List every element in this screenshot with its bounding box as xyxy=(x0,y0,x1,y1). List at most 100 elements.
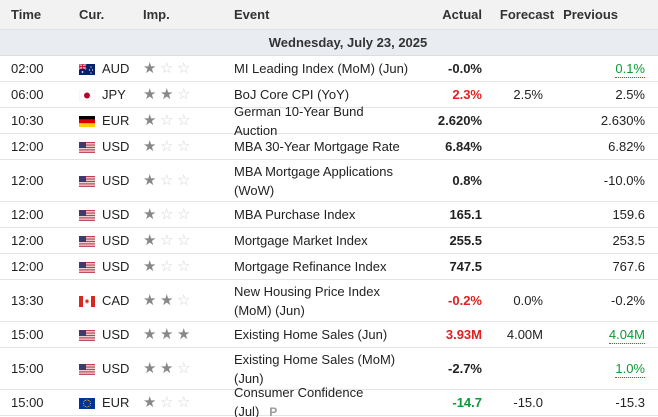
row-previous: 2.630% xyxy=(563,113,658,128)
row-event[interactable]: Consumer Confidence (Jul) P xyxy=(219,383,409,417)
header-actual[interactable]: Actual xyxy=(442,7,482,22)
row-event[interactable]: MBA 30-Year Mortgage Rate xyxy=(219,137,409,156)
row-event[interactable]: Mortgage Market Index xyxy=(219,231,409,250)
table-row[interactable]: 15:00 USD ★ ★ ☆ Existing Home Sales (MoM) … xyxy=(0,348,658,390)
row-previous: -0.2% xyxy=(563,293,658,308)
row-event[interactable]: MI Leading Index (MoM) (Jun) xyxy=(219,59,409,78)
table-row[interactable]: 12:00 USD ★ ☆ ☆ MBA 30-Year Mortgage Rate … xyxy=(0,134,658,160)
importance-stars: ★ ☆ ☆ xyxy=(132,173,219,188)
table-row[interactable]: 12:00 USD ★ ☆ ☆ Mortgage Market Index 255.… xyxy=(0,228,658,254)
star-icon: ★ xyxy=(143,232,157,249)
table-row[interactable]: 12:00 USD ★ ☆ ☆ Mortgage Refinance Index 7… xyxy=(0,254,658,280)
row-currency: USD xyxy=(68,207,132,222)
us-flag-icon xyxy=(79,363,95,375)
event-name[interactable]: Mortgage Market Index xyxy=(234,233,368,248)
row-time: 12:00 xyxy=(11,259,44,274)
table-row[interactable]: 13:30 CAD ★ ★ ☆ New Housing Price Index (M… xyxy=(0,280,658,322)
row-time: 12:00 xyxy=(11,173,44,188)
row-previous: -10.0% xyxy=(563,173,658,188)
previous-value: 4.04M xyxy=(608,327,645,344)
row-previous: 4.04M xyxy=(563,327,658,344)
row-event[interactable]: Mortgage Refinance Index xyxy=(219,257,409,276)
row-actual: 747.5 xyxy=(449,259,482,274)
event-name[interactable]: MBA 30-Year Mortgage Rate xyxy=(234,139,400,154)
importance-stars: ★ ☆ ☆ xyxy=(132,139,219,154)
previous-value: 1.0% xyxy=(615,361,645,378)
star-icon: ★ xyxy=(143,112,157,129)
table-row[interactable]: 15:00 USD ★ ★ ★ Existing Home Sales (Jun) … xyxy=(0,322,658,348)
table-row[interactable]: 12:00 USD ★ ☆ ☆ MBA Purchase Index 165.1 1… xyxy=(0,202,658,228)
event-name[interactable]: Mortgage Refinance Index xyxy=(234,259,387,274)
row-actual: 3.93M xyxy=(445,327,482,342)
row-previous: 1.0% xyxy=(563,361,658,378)
table-row[interactable]: 02:00 AUD ★ ☆ ☆ MI Leading Index (MoM) (Ju… xyxy=(0,56,658,82)
event-name[interactable]: Existing Home Sales (Jun) xyxy=(234,327,388,342)
star-icon: ☆ xyxy=(160,232,174,249)
importance-stars: ★ ☆ ☆ xyxy=(132,113,219,128)
importance-stars: ★ ☆ ☆ xyxy=(132,259,219,274)
header-forecast[interactable]: Forecast xyxy=(499,7,555,22)
event-name[interactable]: German 10-Year Bund Auction xyxy=(234,103,364,138)
header-importance[interactable]: Imp. xyxy=(143,7,170,22)
row-currency: USD xyxy=(68,327,132,342)
us-flag-icon xyxy=(79,141,95,153)
star-icon: ☆ xyxy=(177,86,191,103)
star-icon: ☆ xyxy=(160,258,174,275)
row-currency: EUR xyxy=(68,395,132,410)
event-name[interactable]: MBA Mortgage Applications (WoW) xyxy=(234,163,393,198)
event-name[interactable]: BoJ Core CPI (YoY) xyxy=(234,87,350,102)
table-row[interactable]: 06:00 JPY ★ ★ ☆ BoJ Core CPI (YoY) 2.3% 2.… xyxy=(0,82,658,108)
importance-stars: ★ ☆ ☆ xyxy=(132,395,219,410)
previous-value: 253.5 xyxy=(612,233,645,248)
row-actual: 165.1 xyxy=(449,207,482,222)
star-icon: ★ xyxy=(143,394,157,411)
row-actual: 2.3% xyxy=(452,87,482,102)
row-event[interactable]: Existing Home Sales (MoM) (Jun) xyxy=(219,350,409,388)
event-name[interactable]: MBA Purchase Index xyxy=(234,207,356,222)
row-actual: 255.5 xyxy=(449,233,482,248)
header-time[interactable]: Time xyxy=(11,7,42,22)
star-icon: ★ xyxy=(177,326,191,343)
star-icon: ★ xyxy=(143,292,157,309)
star-icon: ★ xyxy=(143,258,157,275)
star-icon: ☆ xyxy=(177,60,191,77)
row-time: 15:00 xyxy=(11,395,44,410)
importance-stars: ★ ☆ ☆ xyxy=(132,207,219,222)
event-name[interactable]: Consumer Confidence (Jul) xyxy=(234,385,364,417)
importance-stars: ★ ☆ ☆ xyxy=(132,233,219,248)
row-event[interactable]: New Housing Price Index (MoM) (Jun) xyxy=(219,282,409,320)
table-row[interactable]: 15:00 EUR ★ ☆ ☆ Consumer Confidence (Jul) P… xyxy=(0,385,658,417)
row-time: 12:00 xyxy=(11,233,44,248)
row-event[interactable]: BoJ Core CPI (YoY) xyxy=(219,85,409,104)
row-event[interactable]: German 10-Year Bund Auction xyxy=(219,102,409,140)
header-previous[interactable]: Previous xyxy=(563,7,618,22)
row-forecast: -15.0 xyxy=(513,395,543,410)
de-flag-icon xyxy=(79,115,95,127)
header-currency[interactable]: Cur. xyxy=(79,7,105,22)
importance-stars: ★ ★ ★ xyxy=(132,327,219,342)
row-currency: USD xyxy=(68,173,132,188)
previous-value: -15.3 xyxy=(615,395,645,410)
row-event[interactable]: Existing Home Sales (Jun) xyxy=(219,325,409,344)
table-row[interactable]: 10:30 EUR ★ ☆ ☆ German 10-Year Bund Auctio… xyxy=(0,104,658,138)
star-icon: ★ xyxy=(143,86,157,103)
star-icon: ★ xyxy=(143,60,157,77)
currency-code: EUR xyxy=(102,395,130,410)
star-icon: ☆ xyxy=(177,138,191,155)
row-event[interactable]: MBA Mortgage Applications (WoW) xyxy=(219,162,409,200)
row-event[interactable]: MBA Purchase Index xyxy=(219,205,409,224)
event-name[interactable]: MI Leading Index (MoM) (Jun) xyxy=(234,61,409,76)
row-actual: -14.7 xyxy=(452,395,482,410)
row-time: 15:00 xyxy=(11,327,44,342)
event-name[interactable]: Existing Home Sales (MoM) (Jun) xyxy=(234,351,396,386)
currency-code: EUR xyxy=(102,113,130,128)
row-currency: USD xyxy=(68,259,132,274)
table-row[interactable]: 12:00 USD ★ ☆ ☆ MBA Mortgage Applications … xyxy=(0,160,658,202)
us-flag-icon xyxy=(79,175,95,187)
us-flag-icon xyxy=(79,329,95,341)
header-event[interactable]: Event xyxy=(234,7,270,22)
row-currency: AUD xyxy=(68,61,132,76)
event-rows: 02:00 AUD ★ ☆ ☆ MI Leading Index (MoM) (Ju… xyxy=(0,56,658,417)
event-name[interactable]: New Housing Price Index (MoM) (Jun) xyxy=(234,283,380,318)
star-icon: ☆ xyxy=(177,394,191,411)
